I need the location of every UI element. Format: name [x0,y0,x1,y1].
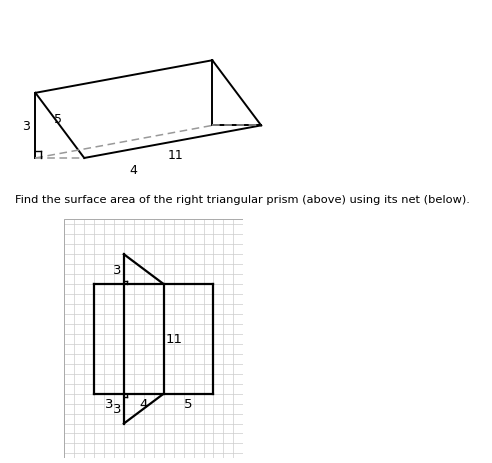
Text: 4: 4 [140,397,148,410]
Text: 3: 3 [113,402,122,415]
Text: Find the surface area of the right triangular prism (above) using its net (below: Find the surface area of the right trian… [15,194,470,204]
Text: 11: 11 [165,332,182,346]
Text: 3: 3 [105,397,113,410]
Text: 4: 4 [129,164,137,177]
Text: 11: 11 [168,149,184,162]
Text: 5: 5 [54,113,62,125]
Text: 3: 3 [22,119,30,132]
Text: 3: 3 [113,263,122,276]
Text: 5: 5 [184,397,193,410]
